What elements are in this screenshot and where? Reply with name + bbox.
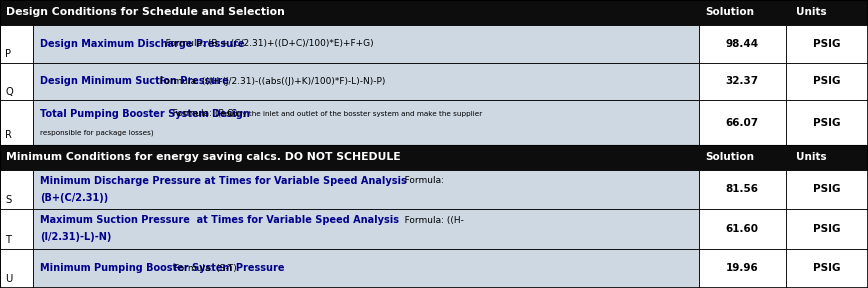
Text: Formula:: Formula: xyxy=(396,176,444,185)
Text: (specify the inlet and outlet of the bosster system and make the supplier: (specify the inlet and outlet of the bos… xyxy=(215,111,482,117)
Bar xyxy=(33,101,699,145)
Text: U: U xyxy=(5,274,12,284)
Bar xyxy=(33,249,699,288)
Bar xyxy=(0,249,33,288)
Bar xyxy=(0,25,33,62)
Text: Minimum Discharge Pressure at Times for Variable Speed Analysis: Minimum Discharge Pressure at Times for … xyxy=(40,176,407,185)
Text: (B+(C/2.31)): (B+(C/2.31)) xyxy=(40,193,108,203)
Bar xyxy=(0,209,33,249)
Text: Formula: (S-T): Formula: (S-T) xyxy=(174,264,237,273)
Text: responsible for package losses): responsible for package losses) xyxy=(40,129,154,136)
Text: Design Conditions for Schedule and Selection: Design Conditions for Schedule and Selec… xyxy=(6,7,285,17)
Bar xyxy=(0,0,868,25)
Text: Units: Units xyxy=(796,152,826,162)
Bar xyxy=(786,25,868,62)
Text: Q: Q xyxy=(5,87,13,97)
Bar xyxy=(33,209,699,249)
Text: 66.07: 66.07 xyxy=(726,118,759,128)
Bar xyxy=(33,170,699,209)
Text: 19.96: 19.96 xyxy=(726,263,759,273)
Text: PSIG: PSIG xyxy=(813,224,840,234)
Bar xyxy=(699,249,786,288)
Text: P: P xyxy=(5,49,11,59)
Bar xyxy=(786,170,868,209)
Text: PSIG: PSIG xyxy=(813,118,840,128)
Text: PSIG: PSIG xyxy=(813,263,840,273)
Bar xyxy=(0,62,33,101)
Text: Formula: ((H-: Formula: ((H- xyxy=(396,215,464,225)
Text: Maximum Suction Pressure  at Times for Variable Speed Analysis: Maximum Suction Pressure at Times for Va… xyxy=(40,215,399,225)
Text: Minimum Pumping Booster System Pressure: Minimum Pumping Booster System Pressure xyxy=(40,263,285,273)
Text: 81.56: 81.56 xyxy=(726,184,759,194)
Bar xyxy=(0,145,868,170)
Bar xyxy=(0,101,33,145)
Text: Design Minimum Suction Pressure: Design Minimum Suction Pressure xyxy=(40,76,229,86)
Bar xyxy=(786,209,868,249)
Bar xyxy=(786,249,868,288)
Text: PSIG: PSIG xyxy=(813,39,840,49)
Text: 61.60: 61.60 xyxy=(726,224,759,234)
Text: (I/2.31)-L)-N): (I/2.31)-L)-N) xyxy=(40,232,111,242)
Text: 98.44: 98.44 xyxy=(726,39,759,49)
Bar xyxy=(699,62,786,101)
Bar xyxy=(699,101,786,145)
Text: S: S xyxy=(5,195,11,205)
Text: Solution: Solution xyxy=(706,7,754,17)
Text: Units: Units xyxy=(796,7,826,17)
Bar xyxy=(699,209,786,249)
Text: T: T xyxy=(5,235,11,245)
Text: Solution: Solution xyxy=(706,152,754,162)
Text: Minimum Conditions for energy saving calcs. DO NOT SCHEDULE: Minimum Conditions for energy saving cal… xyxy=(6,152,401,162)
Bar xyxy=(0,170,33,209)
Text: PSIG: PSIG xyxy=(813,76,840,86)
Text: PSIG: PSIG xyxy=(813,184,840,194)
Text: Formula: (((H-(J/2.31)-((abs((J)+K)/100)*F)-L)-N)-P): Formula: (((H-(J/2.31)-((abs((J)+K)/100)… xyxy=(151,77,385,86)
Text: Formula: (P-Q): Formula: (P-Q) xyxy=(164,109,238,118)
Bar xyxy=(33,62,699,101)
Bar xyxy=(786,101,868,145)
Text: Design Maximum Discharge Pressure: Design Maximum Discharge Pressure xyxy=(40,39,245,49)
Bar xyxy=(699,170,786,209)
Text: Formula: (B + (C/2.31)+((D+C)/100)*E)+F+G): Formula: (B + (C/2.31)+((D+C)/100)*E)+F+… xyxy=(157,39,374,48)
Bar xyxy=(0,145,868,170)
Bar xyxy=(786,62,868,101)
Text: Total Pumping Booster System Design: Total Pumping Booster System Design xyxy=(40,109,250,119)
Bar xyxy=(699,25,786,62)
Text: 32.37: 32.37 xyxy=(726,76,759,86)
Bar xyxy=(33,25,699,62)
Bar xyxy=(0,0,868,25)
Text: R: R xyxy=(5,130,12,140)
